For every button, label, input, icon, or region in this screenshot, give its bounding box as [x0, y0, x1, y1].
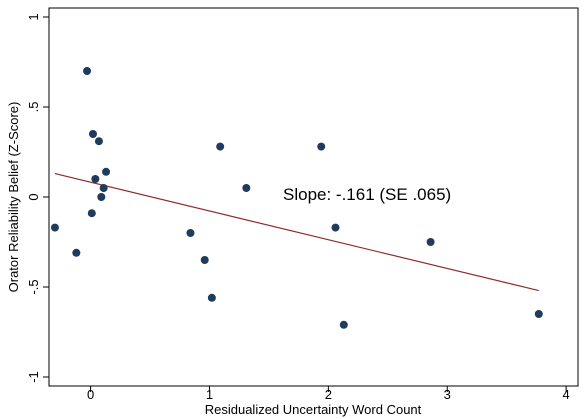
x-tick-label: 1 — [206, 387, 213, 402]
data-points — [50, 67, 543, 329]
y-tick-label: .5 — [26, 102, 41, 113]
data-point — [317, 142, 326, 151]
data-point — [83, 67, 92, 75]
x-tick-label: 2 — [325, 387, 332, 402]
fit-line — [54, 173, 539, 292]
data-point — [87, 209, 96, 218]
data-point — [72, 248, 81, 257]
data-point — [200, 256, 209, 264]
data-point — [91, 175, 100, 183]
x-axis-label: Residualized Uncertainty Word Count — [205, 402, 422, 417]
y-tick-label: 0 — [26, 193, 41, 200]
x-tick-label: 4 — [562, 387, 569, 402]
slope-annotation: Slope: -.161 (SE .065) — [283, 185, 451, 204]
data-point — [97, 193, 106, 201]
x-axis-ticks: 0 1 2 3 4 — [87, 386, 570, 402]
data-point — [186, 229, 195, 237]
data-point — [331, 223, 340, 232]
data-point — [50, 223, 59, 232]
y-axis-label: Orator Reliability Belief (Z-Score) — [6, 102, 21, 293]
x-tick-label: 0 — [87, 387, 94, 402]
data-point — [339, 320, 348, 329]
data-point — [216, 142, 225, 151]
data-point — [99, 184, 108, 192]
y-tick-label: -1 — [26, 371, 41, 383]
data-point — [426, 238, 435, 246]
x-tick-label: 3 — [444, 387, 451, 402]
data-point — [102, 167, 111, 176]
y-tick-label: 1 — [26, 13, 41, 20]
y-axis-ticks: -1 -.5 0 .5 1 — [26, 13, 49, 383]
data-point — [242, 184, 251, 192]
data-point — [534, 310, 543, 318]
data-point — [207, 293, 216, 302]
y-tick-label: -.5 — [26, 279, 41, 294]
data-point — [88, 130, 97, 138]
data-point — [94, 137, 103, 146]
